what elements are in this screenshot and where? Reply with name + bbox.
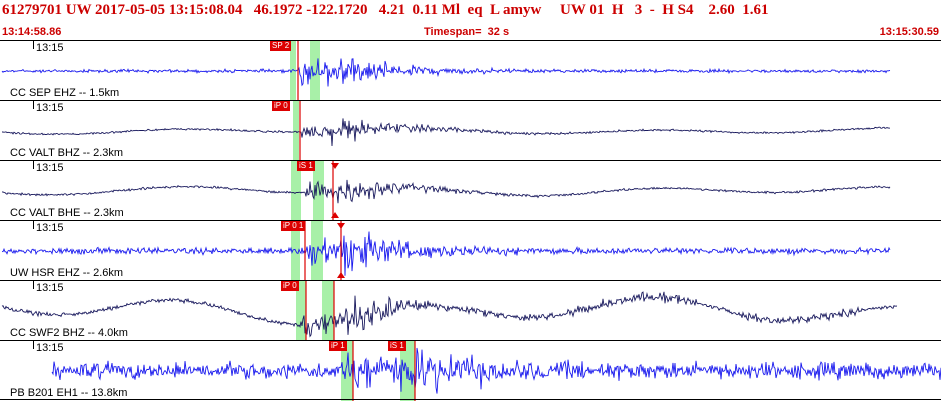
trace-panel-valt-bhe[interactable]: 13:15 iS 1 CC VALT BHE -- 2.3km [0, 160, 941, 221]
pick-triangle-icon [331, 212, 339, 218]
waveform-swf2-bhz [1, 281, 898, 341]
phase-window [310, 41, 320, 101]
end-time-label: 13:15:30.59 [879, 26, 939, 38]
start-time-label: 13:14:58.86 [2, 26, 62, 38]
waveform-valt-bhz [2, 101, 891, 161]
time-tick-label: 13:15 [36, 282, 64, 294]
waveform-line [51, 347, 941, 394]
trace-panel-sep-ehz[interactable]: 13:15 SP 2 CC SEP EHZ -- 1.5km [0, 40, 941, 101]
time-tick-label: 13:15 [36, 162, 64, 174]
phase-pick-marker[interactable]: iP 0 [281, 281, 299, 291]
time-tick [33, 101, 34, 109]
event-header: 61279701 UW 2017-05-05 13:15:08.04 46.19… [0, 0, 941, 40]
time-tick-label: 13:15 [36, 42, 64, 54]
time-tick [33, 221, 34, 229]
phase-pick-marker[interactable]: iP 0 1 [281, 221, 306, 231]
trace-panel-b201-eh1[interactable]: 13:15 iP 1 iS 1 PB B201 EH1 -- 13.8km [0, 340, 941, 401]
station-label: PB B201 EH1 -- 13.8km [10, 387, 128, 399]
time-tick-label: 13:15 [36, 102, 64, 114]
pick-triangle-icon [337, 223, 345, 229]
time-tick-label: 13:15 [36, 222, 64, 234]
time-tick [33, 281, 34, 289]
phase-window [322, 281, 334, 341]
waveform-line [1, 179, 891, 204]
seismogram-plot[interactable]: 13:15 SP 2 CC SEP EHZ -- 1.5km 13:15 iP … [0, 40, 941, 401]
pick-triangle-icon [337, 272, 345, 278]
phase-pick-marker[interactable]: SP 2 [270, 41, 292, 51]
station-label: CC SWF2 BHZ -- 4.0km [10, 327, 128, 339]
waveform-sep-ehz [1, 41, 891, 101]
time-tick [33, 161, 34, 169]
phase-window [296, 281, 306, 341]
event-summary-line: 61279701 UW 2017-05-05 13:15:08.04 46.19… [2, 2, 769, 18]
station-label: CC SEP EHZ -- 1.5km [10, 87, 120, 99]
station-label: UW HSR EHZ -- 2.6km [10, 267, 124, 279]
station-label: CC VALT BHZ -- 2.3km [10, 147, 124, 159]
waveform-valt-bhe [1, 161, 891, 221]
waveform-hsr-ehz [1, 221, 891, 281]
trace-panel-swf2-bhz[interactable]: 13:15 iP 0 CC SWF2 BHZ -- 4.0km [0, 280, 941, 341]
waveform-line [1, 58, 891, 87]
phase-pick-marker[interactable]: iS 1 [388, 341, 406, 351]
waveform-line [1, 231, 891, 276]
time-tick-label: 13:15 [36, 342, 64, 354]
waveform-line [1, 291, 898, 338]
timespan-label: Timespan= 32 s [424, 26, 510, 38]
phase-window [313, 161, 324, 221]
phase-pick-marker[interactable]: iS 1 [297, 161, 315, 171]
phase-window [290, 41, 296, 101]
phase-window [341, 341, 353, 401]
trace-panel-valt-bhz[interactable]: 13:15 iP 0 CC VALT BHZ -- 2.3km [0, 100, 941, 161]
waveform-b201-eh1 [51, 341, 941, 401]
phase-pick-marker[interactable]: iP 0 [272, 101, 290, 111]
station-label: CC VALT BHE -- 2.3km [10, 207, 124, 219]
waveform-line [2, 118, 891, 147]
time-tick [33, 341, 34, 349]
trace-panel-hsr-ehz[interactable]: 13:15 iP 0 1 UW HSR EHZ -- 2.6km [0, 220, 941, 281]
phase-pick-marker[interactable]: iP 1 [329, 341, 347, 351]
pick-triangle-icon [331, 163, 339, 169]
phase-window [291, 161, 301, 221]
time-tick [33, 41, 34, 49]
